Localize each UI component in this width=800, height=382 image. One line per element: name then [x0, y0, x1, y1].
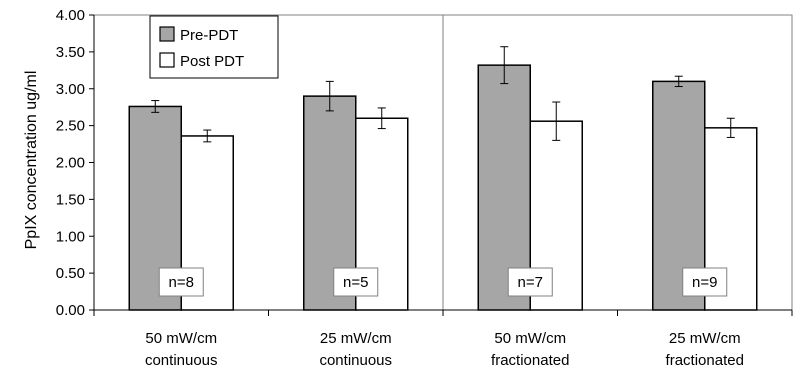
y-tick-label: 2.00 [56, 155, 85, 172]
x-category-label: fractionated [666, 352, 744, 369]
y-tick-label: 3.50 [56, 44, 85, 61]
legend-box [149, 15, 279, 79]
y-axis-title: PpIX concentration ug/ml [23, 71, 40, 250]
legend-label: Pre-PDT [180, 27, 238, 44]
y-tick-label: 1.00 [56, 228, 85, 245]
x-category-label: fractionated [491, 352, 569, 369]
n-label: n=8 [169, 274, 194, 291]
legend: Pre-PDT Post PDT [149, 15, 279, 79]
n-label: n=5 [343, 274, 368, 291]
n-label: n=7 [518, 274, 543, 291]
x-category-label: 25 mW/cm [669, 330, 741, 347]
x-category-label: 50 mW/cm [145, 330, 217, 347]
y-tick-label: 1.50 [56, 191, 85, 208]
plot-area: 0.00 0.50 1.00 1.50 2.00 2.50 3.00 3.50 4.00 n=8 5… [56, 7, 793, 369]
n-label-box [158, 267, 204, 297]
x-category-label: continuous [145, 352, 218, 369]
y-tick-label: 0.50 [56, 265, 85, 282]
legend-swatch [159, 52, 175, 68]
y-tick-label: 2.50 [56, 118, 85, 135]
y-tick-label: 4.00 [56, 7, 85, 24]
x-category-label: continuous [319, 352, 392, 369]
legend-swatch [159, 26, 175, 42]
n-label-box [333, 267, 379, 297]
x-category-label: 50 mW/cm [494, 330, 566, 347]
y-tick-label: 3.00 [56, 81, 85, 98]
n-label-box [682, 267, 728, 297]
y-tick-label: 0.00 [56, 302, 85, 319]
x-category-label: 25 mW/cm [320, 330, 392, 347]
n-label-box [507, 267, 553, 297]
n-label: n=9 [692, 274, 717, 291]
legend-label: Post PDT [180, 53, 244, 70]
bar-post-pdt [355, 117, 409, 311]
